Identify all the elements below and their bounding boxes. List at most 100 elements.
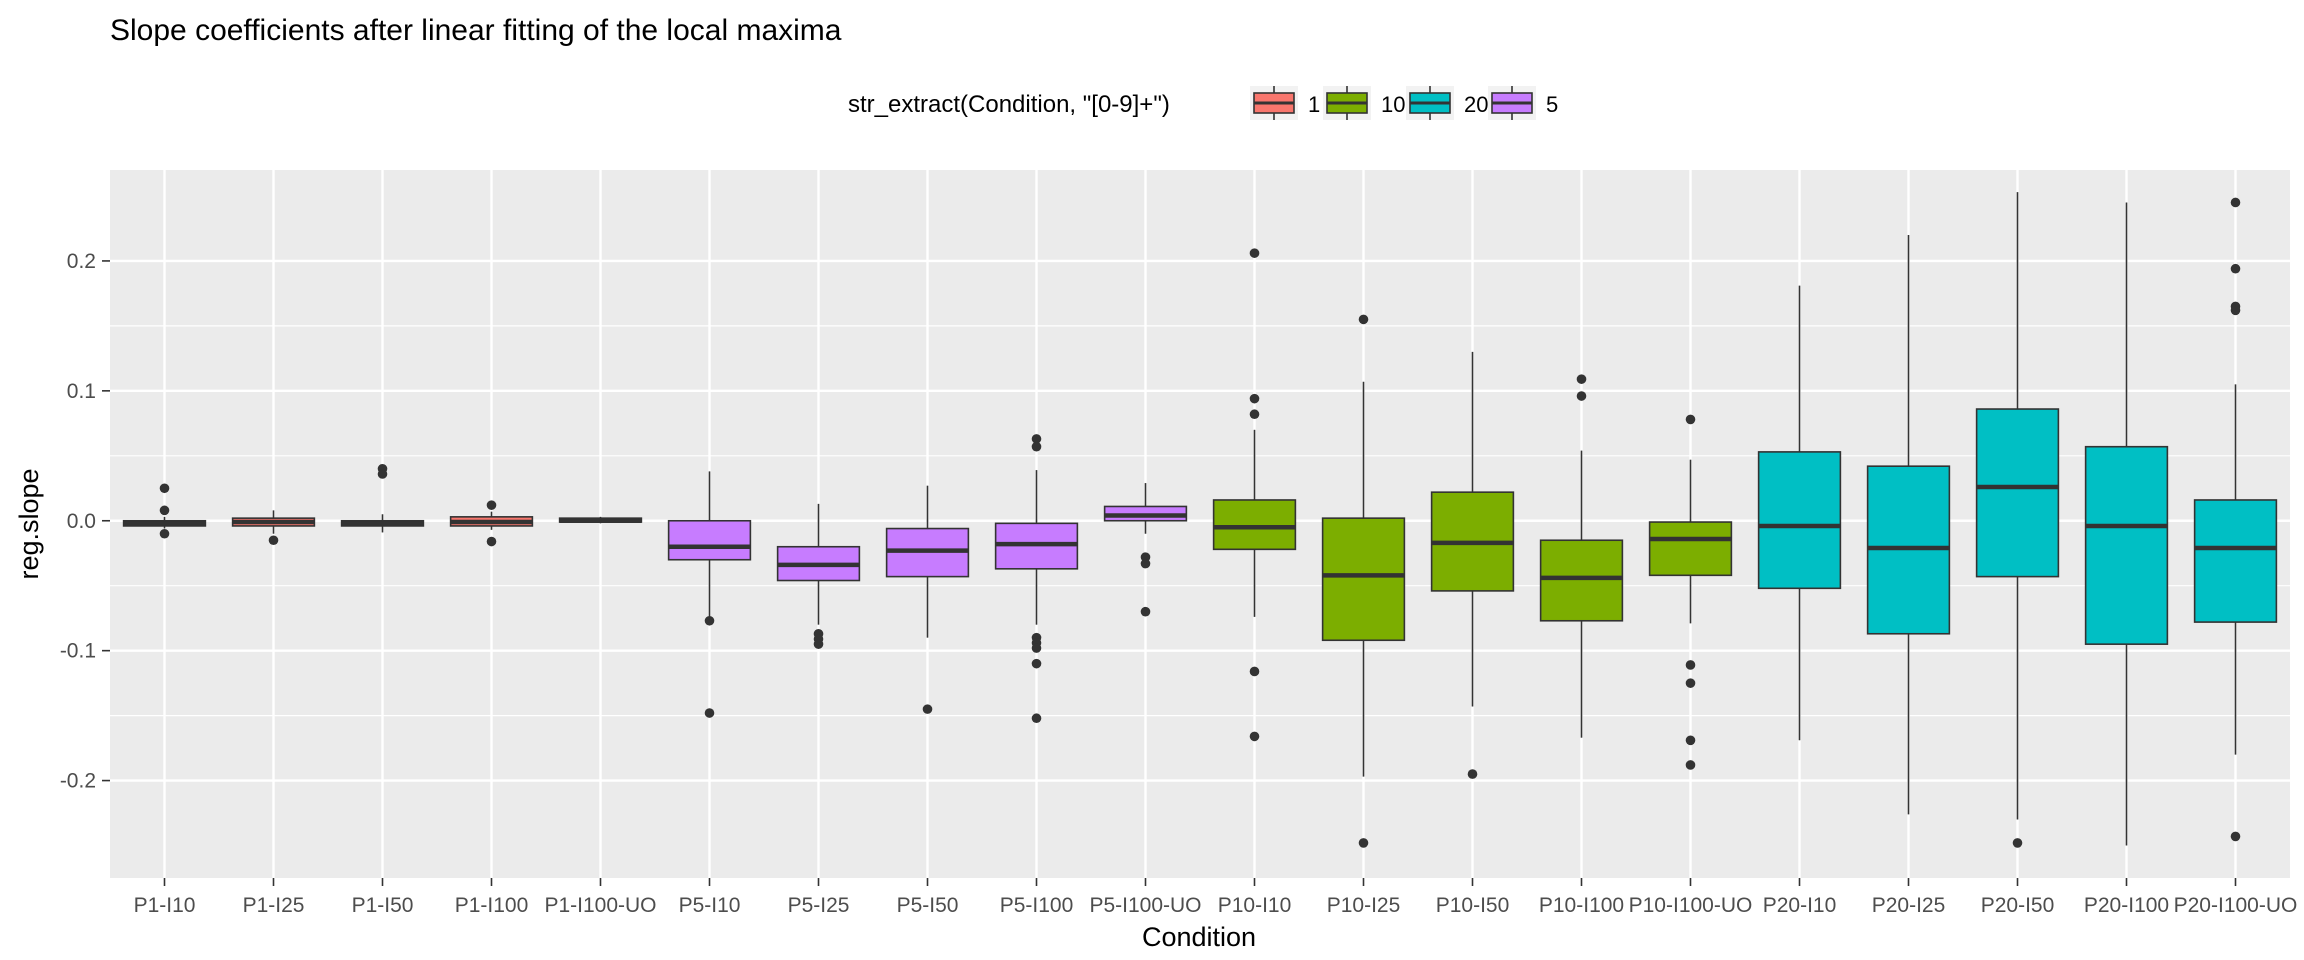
outlier-point [1358, 838, 1369, 848]
box-body [2084, 445, 2169, 645]
box-P1-I100-UO [558, 516, 643, 524]
x-tick-label: P1-I100-UO [544, 894, 656, 917]
box-body [1321, 517, 1406, 642]
box-P5-I10 [667, 471, 752, 718]
legend-title: str_extract(Condition, "[0-9]+") [848, 91, 1170, 118]
chart-title: Slope coefficients after linear fitting … [110, 14, 842, 47]
x-tick-label: P10-I10 [1218, 894, 1292, 917]
outlier-point [159, 528, 170, 539]
outlier-point [1031, 643, 1042, 653]
outlier-point [1685, 660, 1696, 670]
legend-entry-5: 5 [1488, 86, 1558, 120]
box-body [667, 519, 752, 561]
x-tick-label: P5-I50 [897, 894, 959, 917]
box-body [1975, 408, 2060, 578]
outlier-point [1685, 735, 1696, 746]
outlier-point [1685, 678, 1696, 688]
plot-panel [110, 170, 2290, 878]
legend: str_extract(Condition, "[0-9]+") 1 10 20 5 [848, 86, 1558, 120]
outlier-point [1140, 606, 1151, 617]
x-tick-label: P1-I25 [243, 894, 305, 917]
box-P5-I25 [776, 503, 861, 649]
x-tick-label: P1-I100 [455, 894, 529, 917]
box-P20-I100-UO [2193, 197, 2278, 842]
y-tick-label: 0.2 [67, 250, 96, 273]
x-axis: P1-I10 P1-I25 P1-I50 P1-I100 P1-I100-UO P5-I1… [134, 878, 2298, 917]
outlier-point [1685, 760, 1696, 770]
outlier-point [1031, 713, 1042, 724]
box-P20-I100 [2084, 202, 2169, 846]
outlier-point [704, 615, 715, 626]
box-P5-I100-UO [1103, 483, 1188, 617]
outlier-point [2230, 263, 2241, 274]
outlier-point [1576, 391, 1587, 401]
box-P1-I25 [231, 510, 316, 546]
box-P5-I50 [885, 485, 970, 714]
outlier-point [704, 708, 715, 718]
box-P20-I10 [1757, 285, 1842, 741]
y-tick-label: -0.2 [60, 770, 96, 793]
box-P10-I100-UO [1648, 414, 1733, 770]
box-P10-I50 [1430, 351, 1515, 779]
box-P10-I100 [1539, 374, 1624, 738]
y-axis-title: reg.slope [14, 468, 44, 579]
x-tick-label: P1-I10 [134, 894, 196, 917]
legend-entry-1: 1 [1250, 86, 1320, 120]
y-axis: -0.2 -0.1 0.0 0.1 0.2 [60, 250, 110, 793]
box-P10-I10 [1212, 248, 1297, 742]
x-tick-label: P5-I100-UO [1089, 894, 1201, 917]
outlier-point [813, 639, 824, 649]
outlier-point [377, 469, 388, 479]
x-tick-label: P20-I50 [1981, 894, 2055, 917]
x-tick-label: P5-I100 [1000, 894, 1074, 917]
x-tick-label: P5-I10 [679, 894, 741, 917]
outlier-point [2230, 831, 2241, 842]
outlier-point [1249, 731, 1260, 742]
box-body [1212, 499, 1297, 551]
legend-label: 5 [1546, 92, 1558, 117]
legend-label: 1 [1308, 92, 1320, 117]
x-tick-label: P10-I100-UO [1629, 894, 1753, 917]
box-body [1648, 521, 1733, 577]
box-P20-I50 [1975, 192, 2060, 848]
outlier-point [1031, 441, 1042, 452]
box-body [2193, 499, 2278, 623]
x-tick-label: P20-I100-UO [2174, 894, 2298, 917]
outlier-point [2230, 305, 2241, 316]
x-tick-label: P1-I50 [352, 894, 414, 917]
legend-label: 10 [1381, 92, 1405, 117]
outlier-point [1576, 374, 1587, 384]
x-tick-label: P20-I25 [1872, 894, 1946, 917]
box-P5-I100 [994, 434, 1079, 724]
outlier-point [1685, 414, 1696, 425]
outlier-point [1467, 769, 1478, 779]
x-axis-title: Condition [1142, 922, 1256, 952]
outlier-point [1031, 658, 1042, 669]
outlier-point [1249, 393, 1260, 404]
legend-entry-10: 10 [1323, 86, 1405, 120]
x-tick-label: P10-I100 [1539, 894, 1624, 917]
y-tick-label: -0.1 [60, 640, 96, 663]
outlier-point [1031, 434, 1042, 444]
box-P1-I50 [340, 463, 425, 533]
box-P1-I100 [449, 500, 534, 547]
box-body [1757, 451, 1842, 590]
outlier-point [1358, 314, 1369, 325]
x-tick-label: P10-I25 [1327, 894, 1401, 917]
outlier-point [486, 500, 497, 510]
outlier-point [922, 704, 933, 714]
y-tick-label: 0.1 [67, 380, 96, 403]
box-layer [122, 192, 2278, 848]
outlier-point [1140, 558, 1151, 569]
box-P10-I25 [1321, 314, 1406, 848]
outlier-point [159, 505, 170, 516]
outlier-point [1249, 666, 1260, 677]
outlier-point [1249, 409, 1260, 420]
legend-entry-20: 20 [1406, 86, 1488, 120]
outlier-point [2230, 197, 2241, 208]
legend-label: 20 [1464, 92, 1488, 117]
y-tick-label: 0.0 [67, 510, 96, 533]
box-body [1539, 539, 1624, 622]
outlier-point [2012, 838, 2023, 848]
